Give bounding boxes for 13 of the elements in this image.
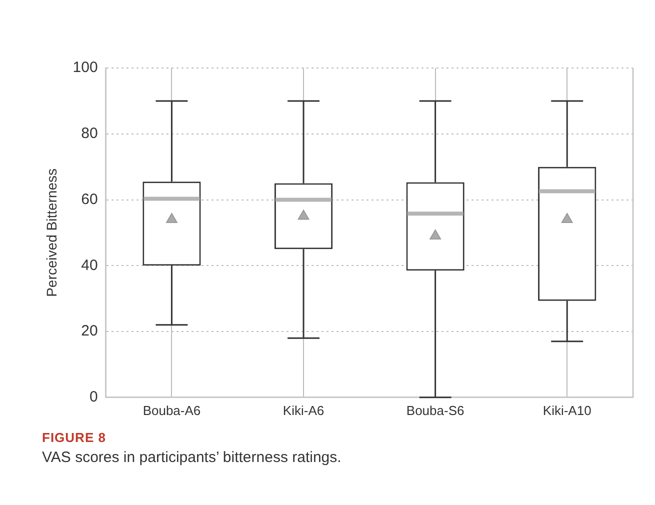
y-tick-label: 0 [89,388,98,406]
y-axis-title: Perceived Bitterness [43,168,60,297]
x-tick-label: Bouba-A6 [142,402,201,418]
y-tick-label: 40 [81,256,98,274]
y-tick-label: 80 [81,125,98,142]
x-tick-label: Kiki-A6 [282,402,324,418]
y-tick-label: 20 [81,322,98,340]
y-tick-label: 100 [72,59,98,76]
x-tick-label: Kiki-A10 [542,402,592,418]
x-tick-label: Bouba-S6 [406,402,464,418]
caption: FIGURE 8 [42,430,107,445]
y-tick-label: 60 [81,190,98,208]
text: VAS scores in participants’ bitterness ratings. [42,449,342,466]
